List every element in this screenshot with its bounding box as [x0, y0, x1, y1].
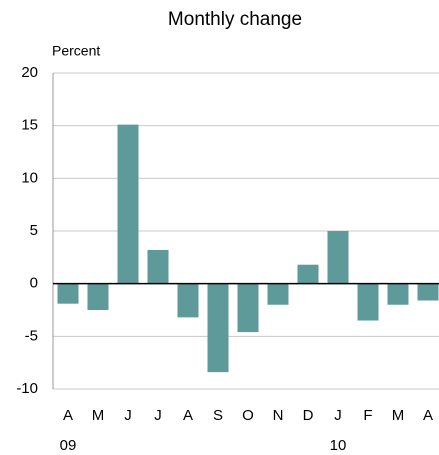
bar	[87, 283, 109, 310]
x-tick-label: J	[334, 407, 342, 424]
x-tick-label: J	[124, 407, 132, 424]
x-year-label: 09	[60, 437, 77, 454]
x-tick-label: A	[423, 407, 433, 424]
x-tick-label: N	[273, 407, 284, 424]
y-tick-label: 10	[21, 169, 38, 186]
bar	[357, 283, 379, 321]
y-tick-label: -5	[25, 327, 38, 344]
x-tick-label: M	[92, 407, 105, 424]
bar	[267, 283, 289, 305]
bar	[117, 124, 139, 284]
y-tick-label: 5	[30, 222, 38, 239]
y-tick-label: -10	[16, 380, 38, 397]
y-axis-label: Percent	[52, 43, 100, 59]
chart-subtitle: Monthly change	[168, 9, 302, 30]
x-tick-label: F	[363, 407, 372, 424]
x-tick-label: J	[154, 407, 162, 424]
x-tick-label: O	[242, 407, 254, 424]
x-tick-label: D	[303, 407, 314, 424]
bar	[147, 249, 169, 284]
x-tick-label: S	[213, 407, 223, 424]
bar	[57, 283, 79, 304]
y-tick-label: 15	[21, 117, 38, 134]
bar	[237, 283, 259, 333]
y-tick-label: 0	[30, 275, 38, 292]
bar	[387, 283, 409, 305]
x-year-label: 10	[330, 437, 347, 454]
bar	[177, 283, 199, 318]
y-tick-label: 20	[21, 64, 38, 81]
bar	[417, 283, 439, 301]
bar	[207, 283, 229, 373]
x-tick-label: A	[63, 407, 73, 424]
x-tick-label: M	[392, 407, 405, 424]
bar	[297, 264, 319, 284]
x-tick-label: A	[183, 407, 193, 424]
bar	[327, 231, 349, 284]
